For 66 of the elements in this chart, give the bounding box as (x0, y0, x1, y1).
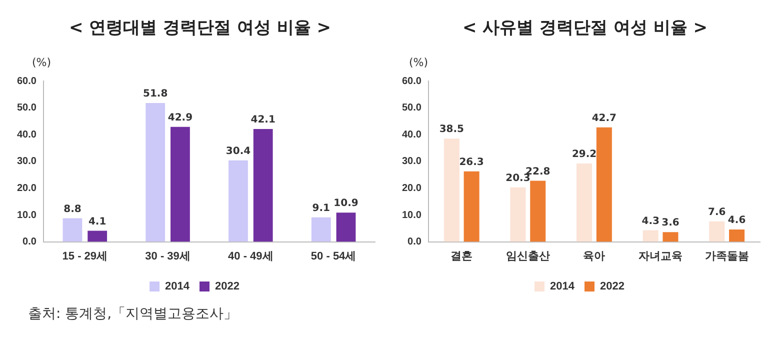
y-tick-label: 40.0 (16, 129, 37, 140)
bar (576, 164, 592, 242)
data-label: 29.2 (572, 149, 597, 160)
data-label: 38.5 (439, 124, 464, 136)
data-label: 4.1 (88, 216, 106, 228)
data-label: 42.7 (592, 112, 617, 124)
x-tick-label: 50 - 54세 (310, 250, 356, 262)
y-tick-label: 60.0 (16, 76, 37, 87)
legend-label: 2014 (550, 280, 576, 293)
y-tick-label: 20.0 (16, 182, 37, 194)
y-tick-label: 30.0 (16, 156, 37, 168)
x-tick-label: 30 - 39세 (145, 250, 190, 262)
data-label: 30.4 (226, 146, 251, 157)
bar (170, 126, 190, 242)
data-label: 9.1 (312, 203, 330, 214)
bar (146, 102, 166, 242)
data-label: 8.8 (64, 204, 82, 215)
data-label: 51.8 (143, 88, 168, 100)
data-label: 26.3 (459, 156, 484, 168)
data-label: 42.1 (250, 114, 276, 126)
y-tick-label: 30.0 (402, 156, 422, 168)
bar (729, 229, 745, 242)
x-tick-label: 결혼 (450, 250, 473, 262)
y-tick-label: 10.0 (402, 210, 422, 221)
x-tick-label: 40 - 49세 (228, 250, 274, 262)
y-axis-title: (%) (32, 56, 52, 69)
data-label: 4.3 (642, 216, 660, 227)
y-tick-label: 50.0 (16, 102, 37, 114)
data-label: 4.6 (728, 215, 746, 226)
bar (596, 127, 612, 242)
legend-label: 2014 (165, 280, 190, 293)
x-tick-label: 임신출산 (506, 250, 550, 262)
chart-title: < 사유별 경력단절 여성 비율 > (461, 17, 709, 39)
data-label: 10.9 (334, 198, 358, 210)
bar (311, 217, 331, 242)
bar (228, 160, 248, 242)
y-tick-label: 50.0 (402, 102, 422, 114)
x-tick-label: 자녀교육 (638, 250, 683, 262)
data-label: 42.9 (168, 112, 193, 124)
bar (464, 171, 480, 242)
source-note: 출처: 통계청,「지역별고용조사」 (28, 305, 238, 323)
bar (62, 218, 82, 242)
x-tick-label: 육아 (583, 250, 606, 262)
bar (444, 138, 460, 242)
data-label: 7.6 (708, 207, 726, 218)
bar (510, 187, 526, 242)
y-tick-label: 10.0 (16, 210, 37, 221)
chart-title: < 연령대별 경력단절 여성 비율 > (68, 17, 332, 39)
y-tick-label: 0.0 (22, 236, 37, 248)
bar (336, 212, 356, 242)
x-tick-label: 가족돌봄 (704, 250, 749, 262)
data-label: 3.6 (662, 218, 680, 229)
bar (709, 221, 725, 242)
y-tick-label: 60.0 (402, 76, 422, 87)
y-axis-title: (%) (409, 56, 428, 69)
y-tick-label: 20.0 (402, 182, 422, 194)
y-tick-label: 0.0 (408, 236, 422, 248)
legend-label: 2022 (600, 280, 624, 293)
bar (662, 232, 678, 242)
bar (253, 128, 273, 242)
x-tick-label: 15 - 29세 (62, 250, 108, 262)
y-tick-label: 40.0 (402, 129, 422, 140)
legend-label: 2022 (215, 280, 240, 293)
bar (88, 230, 108, 242)
bar (530, 180, 546, 242)
bar (642, 230, 658, 242)
